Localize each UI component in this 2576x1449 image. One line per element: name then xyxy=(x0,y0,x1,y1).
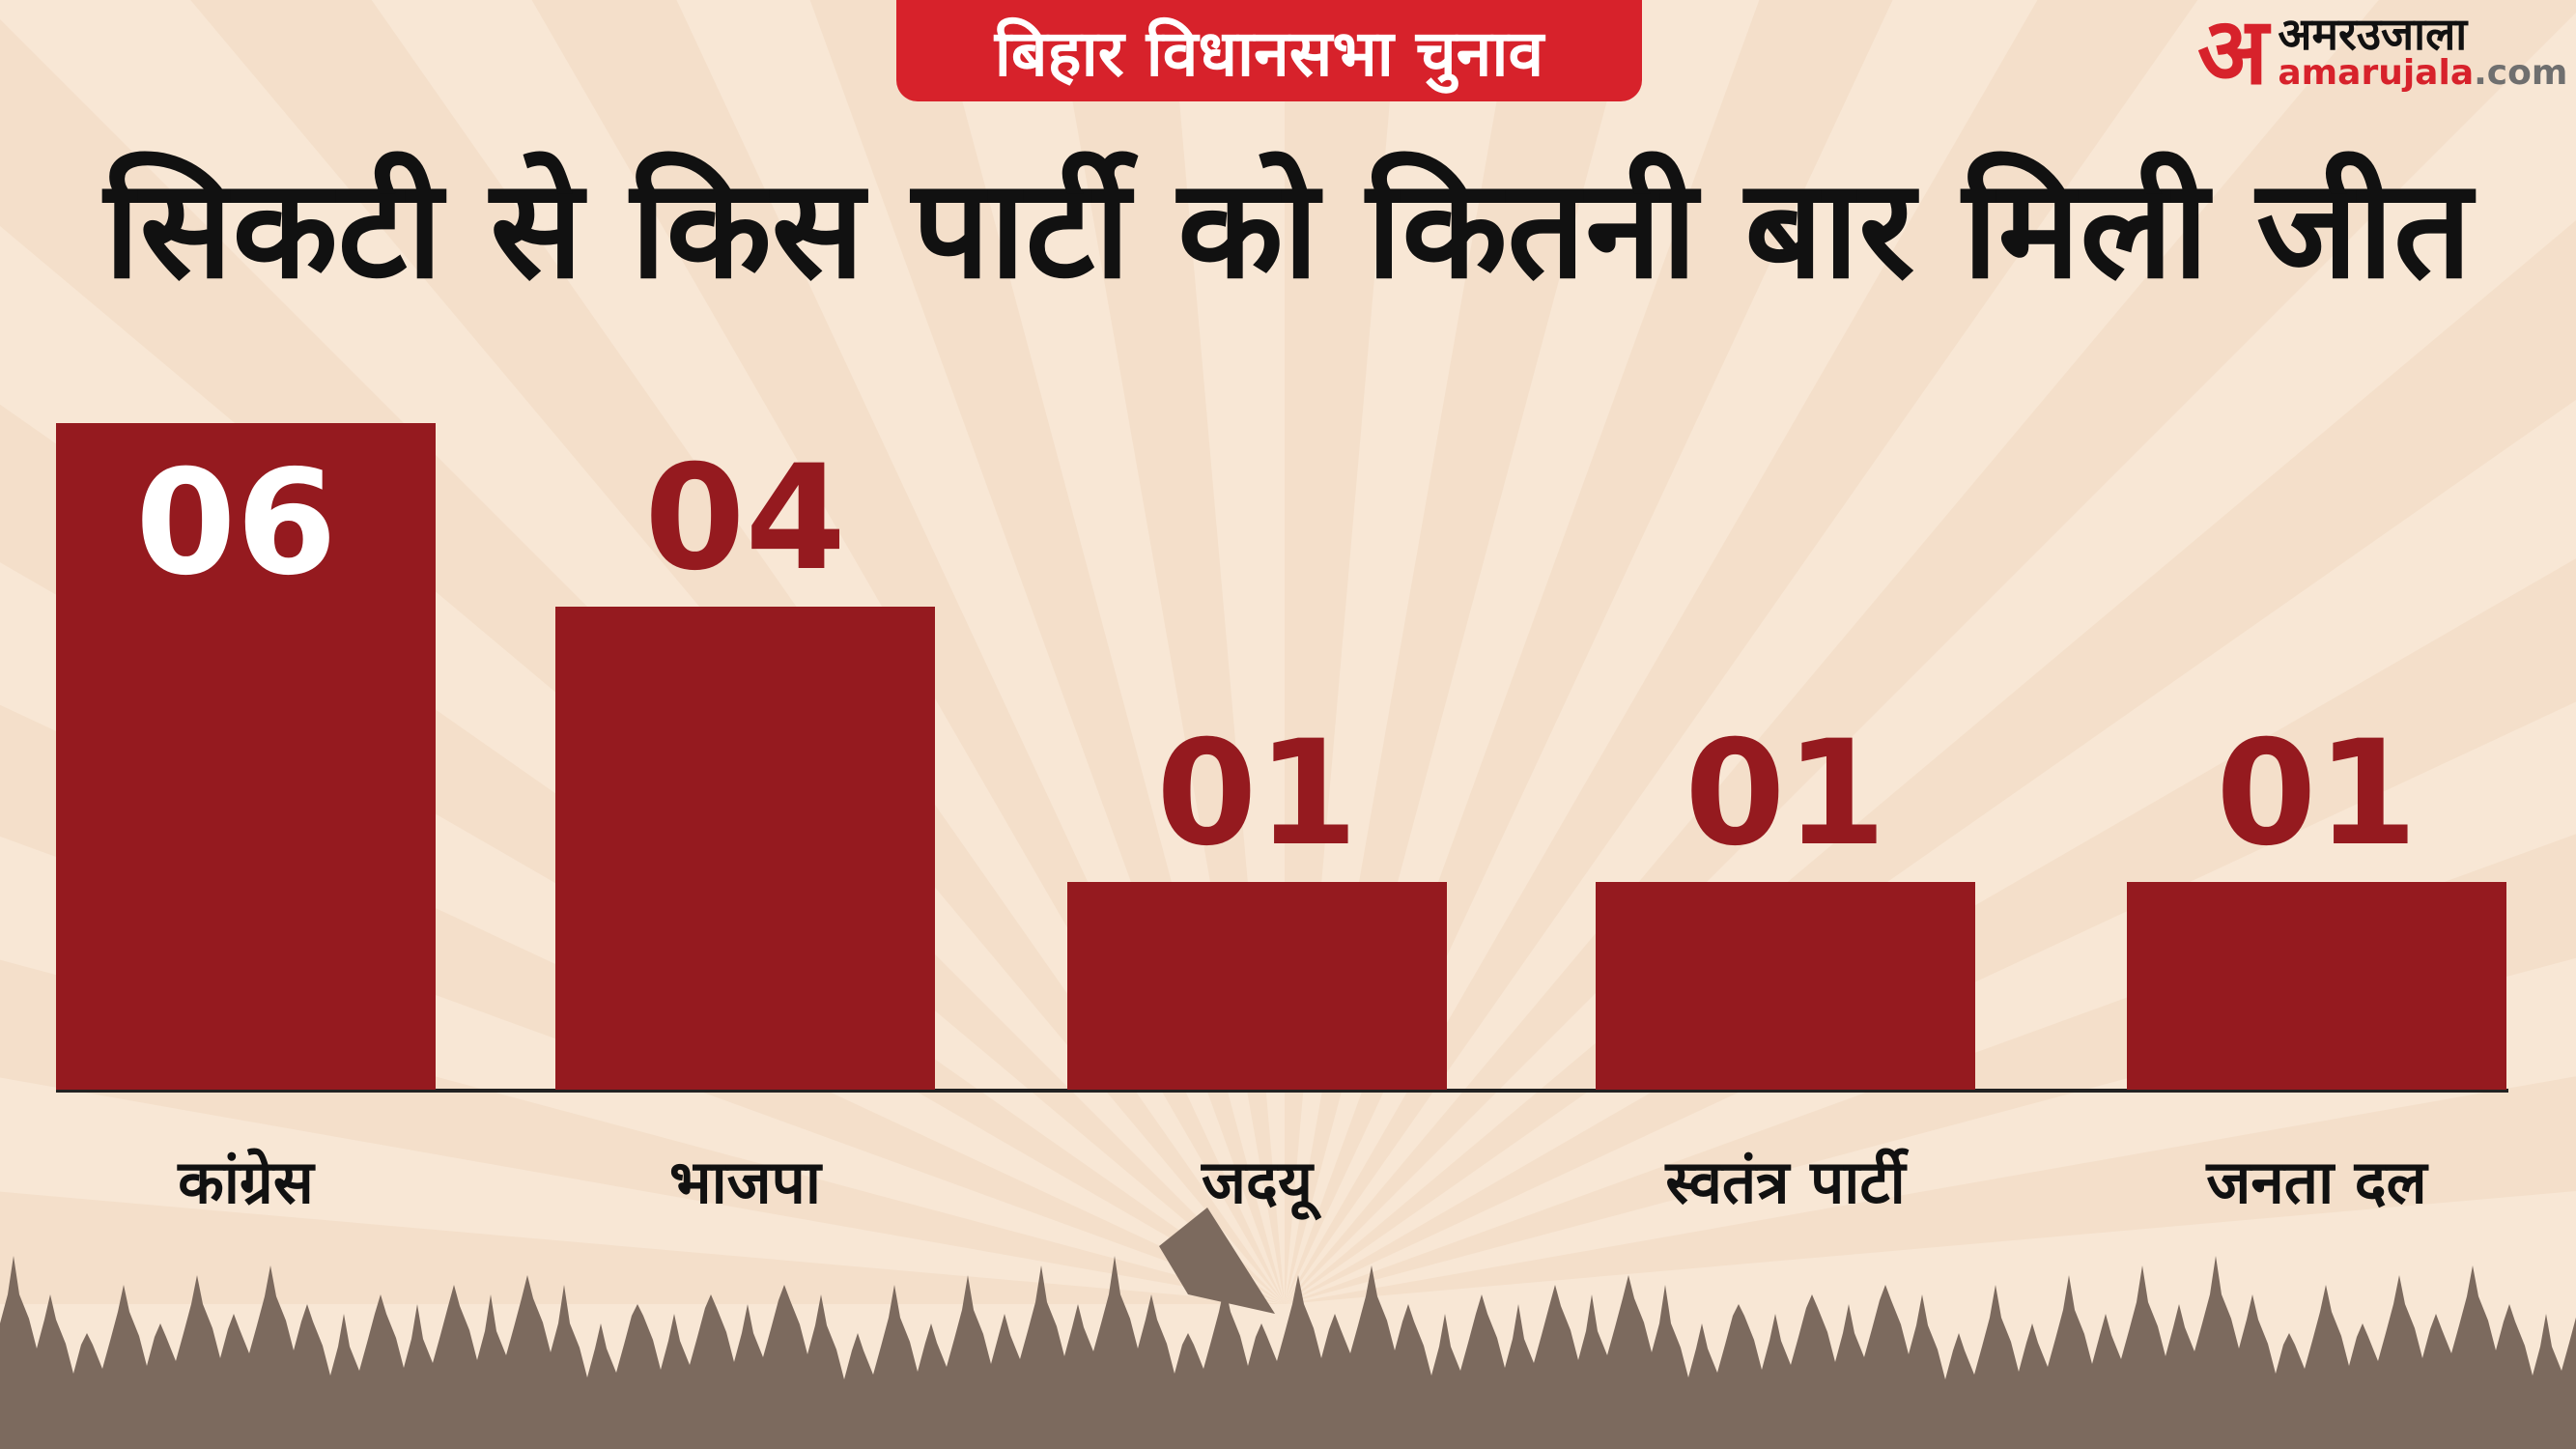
chart-title: सिकटी से किस पार्टी को कितनी बार मिली जी… xyxy=(103,150,2473,309)
category-label: भाजपा xyxy=(669,1147,823,1217)
category-label: जनता दल xyxy=(2205,1147,2428,1217)
background-ray xyxy=(1285,0,1400,1304)
category-label: कांग्रेस xyxy=(177,1147,316,1217)
background-ray xyxy=(1285,0,2198,1304)
election-badge: बिहार विधानसभा चुनाव xyxy=(896,0,1642,101)
logo-domain: amarujala xyxy=(2278,53,2475,93)
bar xyxy=(2127,882,2506,1090)
amarujala-logo[interactable]: अ अमरउजाला amarujala.com xyxy=(2197,0,2568,105)
bar xyxy=(555,607,935,1090)
background-ray xyxy=(190,0,1285,1304)
logo-tld: .com xyxy=(2474,53,2568,93)
background-ray xyxy=(1285,220,2576,1304)
background-ray xyxy=(809,0,1285,1304)
category-label: स्वतंत्र पार्टी xyxy=(1664,1147,1909,1217)
logo-hindi: अमरउजाला xyxy=(2278,8,2468,60)
data-label: 01 xyxy=(2216,710,2418,878)
crowd-shape xyxy=(0,1256,2576,1449)
bar xyxy=(1596,882,1975,1090)
crowd-silhouette xyxy=(0,1208,2576,1449)
background-ray xyxy=(0,1191,1285,1304)
background-ray xyxy=(1285,0,1634,1304)
data-label: 01 xyxy=(1684,710,1886,878)
flag-icon xyxy=(1159,1208,1275,1314)
data-label: 04 xyxy=(644,435,846,603)
data-label: 06 xyxy=(135,440,337,608)
bar xyxy=(1067,882,1447,1090)
logo-mark: अ xyxy=(2197,0,2269,105)
background-ray xyxy=(1285,558,2576,1304)
data-label: 01 xyxy=(1156,710,1358,878)
background-ray xyxy=(1285,1076,2576,1304)
bar xyxy=(56,423,436,1090)
category-label: जदयू xyxy=(1201,1147,1322,1221)
background-ray xyxy=(1054,0,1285,1304)
